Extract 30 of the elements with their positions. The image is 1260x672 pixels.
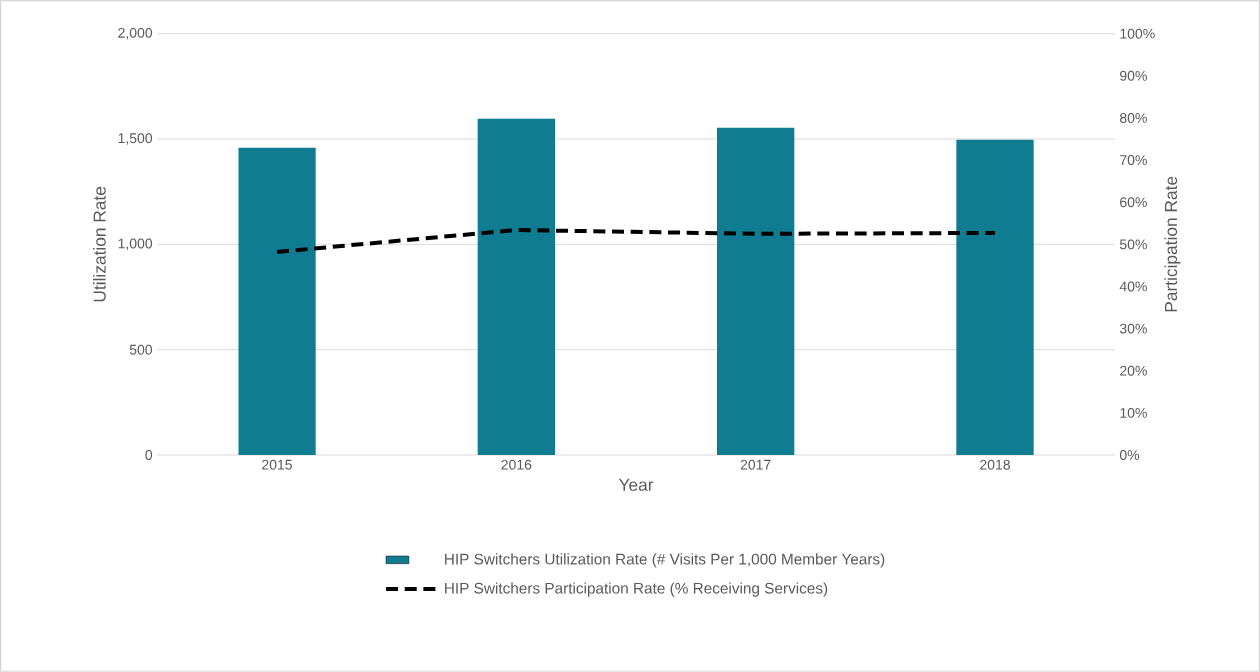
line-series: [275, 228, 998, 254]
y2-tick-label: 0%: [1119, 450, 1140, 460]
y2-tick-label: 70%: [1120, 155, 1147, 166]
y2-tick-label: 100%: [1120, 28, 1155, 39]
y2-tick-label: 80%: [1120, 112, 1147, 123]
x-tick-label: 2016: [501, 459, 532, 470]
x-tick-label: 2015: [262, 459, 292, 470]
y2-tick-label: 90%: [1120, 70, 1147, 81]
y-tick-label: 2,000: [118, 27, 153, 40]
y2-axis-title: Participation Rate: [1164, 176, 1181, 312]
y-tick-label: 1,000: [118, 238, 153, 251]
y-tick-label: 500: [129, 344, 153, 355]
x-tick-label: 2017: [740, 459, 771, 470]
y2-tick-label: 20%: [1120, 365, 1147, 376]
y2-tick-label: 10%: [1120, 407, 1147, 418]
legend-label: HIP Switchers Utilization Rate (# Visits Per 1,000 Member Years): [445, 553, 885, 568]
legend-label: HIP Switchers Participation Rate (% Receiving Services): [445, 582, 828, 597]
bar: [956, 139, 1034, 455]
y2-tick-label: 50%: [1119, 239, 1147, 250]
y-tick-label: 0: [145, 450, 153, 460]
y2-tick-label: 30%: [1119, 323, 1147, 334]
bar: [477, 118, 556, 455]
x-tick-label: 2018: [980, 459, 1010, 470]
y2-tick-label: 40%: [1119, 281, 1147, 292]
y-tick-label: 1,500: [118, 133, 153, 145]
y-axis-title: Utilization Rate: [93, 186, 106, 302]
bar: [717, 127, 795, 455]
bar: [238, 147, 316, 455]
x-axis-title: Year: [618, 478, 654, 491]
y2-tick-label: 60%: [1120, 197, 1147, 208]
